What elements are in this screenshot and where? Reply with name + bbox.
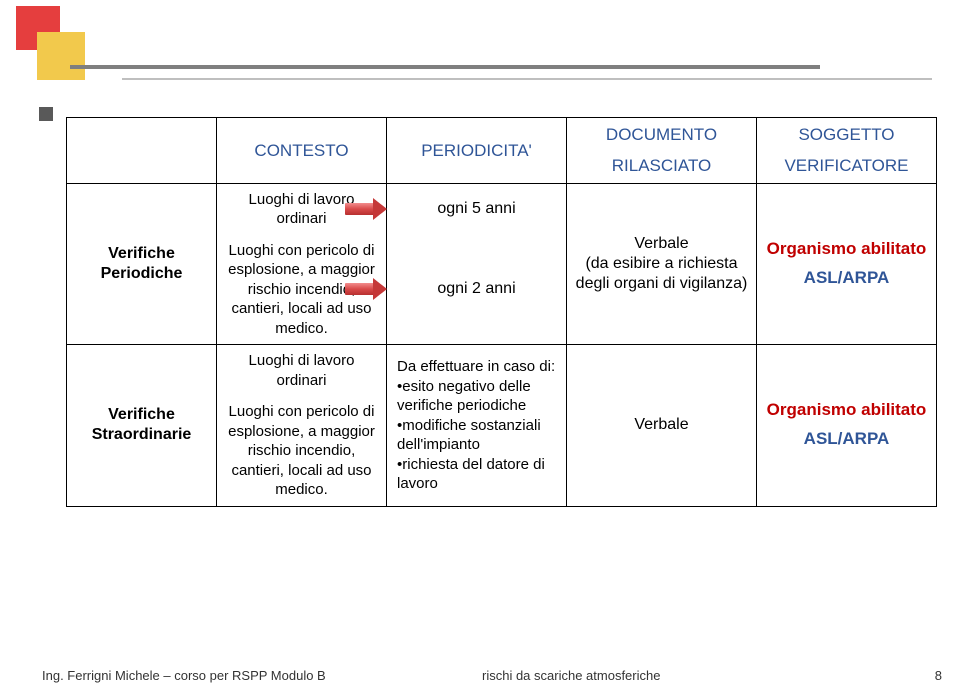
th-contesto: CONTESTO xyxy=(217,118,387,184)
th-soggetto-line1: SOGGETTO xyxy=(765,124,928,145)
row-periodiche-ver: Organismo abilitato ASL/ARPA xyxy=(757,183,937,345)
th-soggetto: SOGGETTO VERIFICATORE xyxy=(757,118,937,184)
row-straord-label: Verifiche Straordinarie xyxy=(67,345,217,507)
row-straord-ctx-b: Luoghi con pericolo di esplosione, a mag… xyxy=(217,396,387,506)
row-straord-doc: Verbale xyxy=(567,345,757,507)
row-periodiche-period-a: ogni 5 anni xyxy=(387,183,567,235)
th-documento-line1: DOCUMENTO xyxy=(575,124,748,145)
row-straord-period: Da effettuare in caso di: •esito negativ… xyxy=(387,345,567,507)
th-documento-line2: RILASCIATO xyxy=(575,155,748,176)
verifiche-table: CONTESTO PERIODICITA' DOCUMENTO RILASCIA… xyxy=(66,117,936,507)
row-periodiche-label: Verifiche Periodiche xyxy=(67,183,217,345)
row-periodiche-doc: Verbale (da esibire a richiesta degli or… xyxy=(567,183,757,345)
corner-yellow-square xyxy=(37,32,85,80)
rule-thin xyxy=(122,78,932,80)
row-straord-period-b2: •modifiche sostanziali dell'impianto xyxy=(397,416,556,455)
row-straord-ver: Organismo abilitato ASL/ARPA xyxy=(757,345,937,507)
row-straord-period-b1: •esito negativo delle verifiche periodic… xyxy=(397,377,556,416)
row-straord-ver-org: Organismo abilitato xyxy=(765,399,928,422)
slide-footer: Ing. Ferrigni Michele – corso per RSPP M… xyxy=(42,668,942,683)
row-periodiche-period-b-text: ogni 2 anni xyxy=(437,280,515,297)
footer-mid: rischi da scariche atmosferiche xyxy=(482,668,660,683)
row-straord-period-b3: •richiesta del datore di lavoro xyxy=(397,455,556,494)
bullet-square xyxy=(39,107,53,121)
row-straord-ver-asl: ASL/ARPA xyxy=(765,428,928,451)
th-documento: DOCUMENTO RILASCIATO xyxy=(567,118,757,184)
row-straord-ctx-a: Luoghi di lavoro ordinari xyxy=(217,345,387,397)
row-straord-period-intro: Da effettuare in caso di: xyxy=(397,357,556,377)
row-periodiche-a: Verifiche Periodiche Luoghi di lavoro or… xyxy=(67,183,937,235)
footer-left: Ing. Ferrigni Michele – corso per RSPP M… xyxy=(42,668,326,683)
footer-page: 8 xyxy=(935,668,942,683)
th-soggetto-line2: VERIFICATORE xyxy=(765,155,928,176)
th-empty xyxy=(67,118,217,184)
rule-thick xyxy=(70,65,820,69)
row-periodiche-period-a-text: ogni 5 anni xyxy=(437,200,515,217)
arrow-icon xyxy=(345,198,387,220)
row-straord-a: Verifiche Straordinarie Luoghi di lavoro… xyxy=(67,345,937,397)
row-periodiche-period-b: ogni 2 anni xyxy=(387,235,567,345)
row-periodiche-ver-org: Organismo abilitato xyxy=(765,238,928,261)
th-periodicita: PERIODICITA' xyxy=(387,118,567,184)
row-periodiche-ver-asl: ASL/ARPA xyxy=(765,267,928,290)
table-header-row: CONTESTO PERIODICITA' DOCUMENTO RILASCIA… xyxy=(67,118,937,184)
arrow-icon xyxy=(345,278,387,300)
